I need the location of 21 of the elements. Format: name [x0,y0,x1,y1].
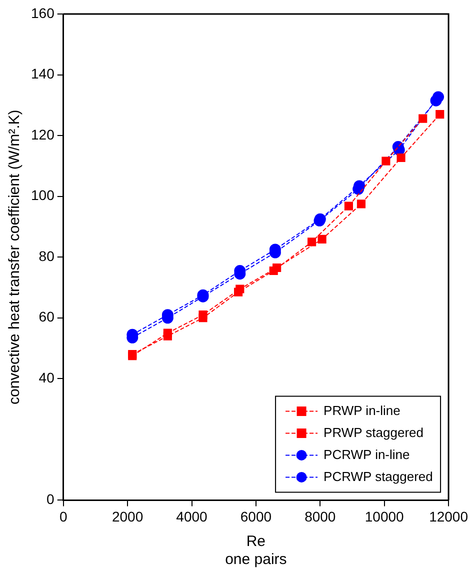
y-tick-label: 120 [31,126,55,142]
x-tick-label: 8000 [304,508,336,524]
y-tick-label: 60 [38,308,55,325]
legend-label: PCRWP in-line [324,446,410,462]
x-tick-label: 10000 [364,508,404,524]
y-axis-title: convective heat transfer coefficient (W/m².K) [6,110,24,405]
x-tick-label: 0 [59,508,68,524]
y-tick-label: 0 [46,491,55,508]
y-tick-label: 140 [31,66,55,82]
x-axis-title: Re one pairs [225,533,287,568]
y-tick-label: 80 [38,248,55,264]
y-tick-label: 160 [31,4,55,21]
x-tick-label: 6000 [240,508,272,524]
y-tick-label: 40 [38,370,55,386]
legend-label: PRWP in-line [324,402,400,418]
y-tick-label: 100 [31,187,55,204]
x-tick-label: 4000 [176,508,208,524]
x-tick-label: 12000 [429,508,468,524]
x-tick-label: 2000 [112,508,144,524]
legend-label: PCRWP staggered [324,468,433,484]
legend-label: PRWP staggered [324,424,424,440]
